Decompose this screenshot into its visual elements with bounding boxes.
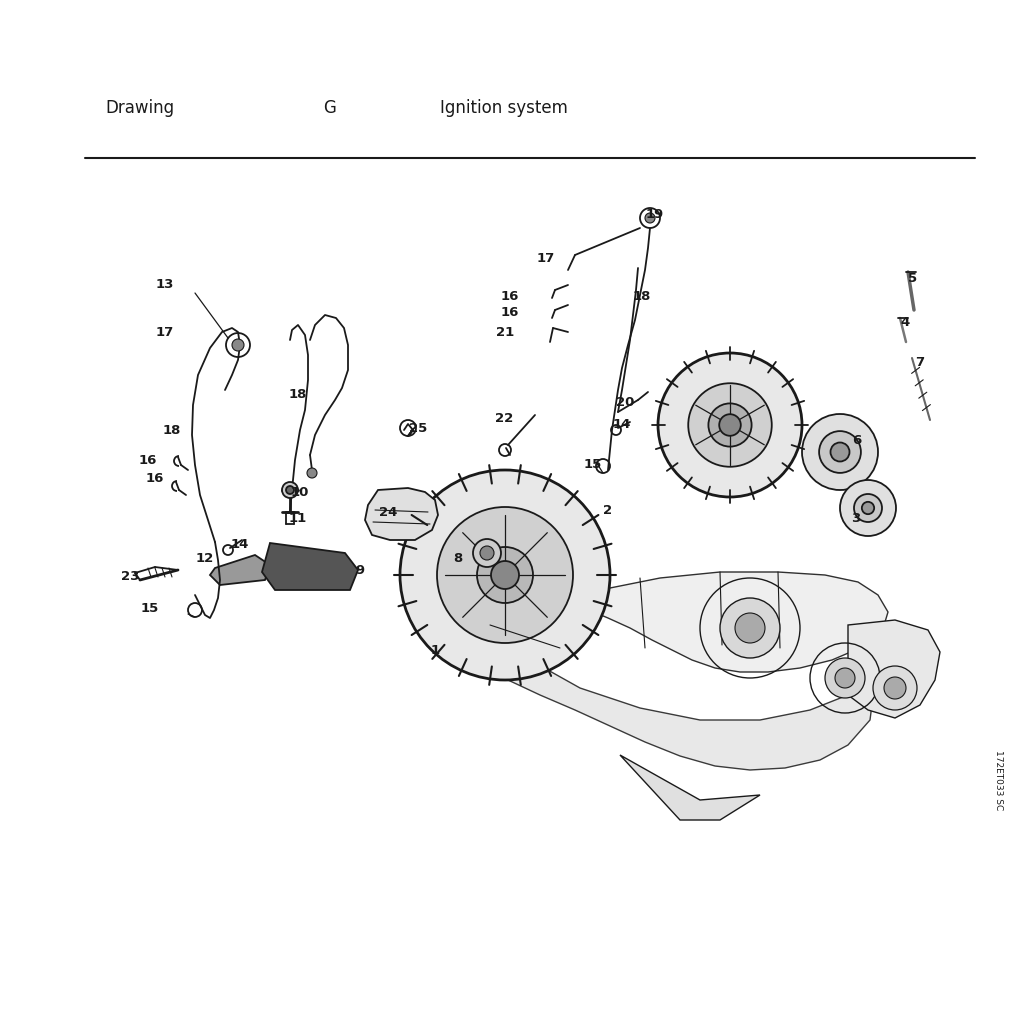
Text: 12: 12: [196, 552, 214, 564]
Text: Drawing: Drawing: [105, 99, 174, 117]
Polygon shape: [490, 625, 878, 770]
Circle shape: [825, 658, 865, 698]
Text: 10: 10: [291, 485, 309, 499]
Circle shape: [835, 668, 855, 688]
Text: 20: 20: [615, 395, 634, 409]
Text: 17: 17: [156, 326, 174, 339]
Text: 18: 18: [163, 424, 181, 436]
Text: 22: 22: [495, 412, 513, 425]
Circle shape: [688, 383, 772, 467]
Text: 14: 14: [230, 539, 249, 552]
Circle shape: [884, 677, 906, 699]
Text: 17: 17: [537, 252, 555, 264]
Polygon shape: [365, 488, 438, 540]
Text: 18: 18: [633, 290, 651, 302]
Circle shape: [232, 339, 244, 351]
Text: G: G: [324, 99, 337, 117]
Circle shape: [802, 414, 878, 490]
Text: 21: 21: [496, 326, 514, 339]
Text: 11: 11: [289, 512, 307, 524]
Text: 15: 15: [141, 601, 159, 614]
Circle shape: [873, 666, 918, 710]
Text: 1: 1: [430, 643, 439, 656]
Circle shape: [480, 546, 494, 560]
Text: 15: 15: [584, 458, 602, 470]
Circle shape: [477, 547, 534, 603]
Text: 8: 8: [454, 552, 463, 564]
Text: 9: 9: [355, 563, 365, 577]
Circle shape: [720, 598, 780, 658]
Text: 6: 6: [852, 433, 861, 446]
Circle shape: [282, 482, 298, 498]
Circle shape: [307, 468, 317, 478]
Circle shape: [854, 494, 882, 522]
Text: Ignition system: Ignition system: [440, 99, 568, 117]
Text: 172ET033 SC: 172ET033 SC: [993, 750, 1002, 810]
Text: 23: 23: [121, 569, 139, 583]
Text: 7: 7: [915, 355, 925, 369]
Text: 16: 16: [501, 305, 519, 318]
Text: 5: 5: [908, 271, 918, 285]
Text: 18: 18: [289, 388, 307, 401]
Text: 25: 25: [409, 422, 427, 434]
Polygon shape: [848, 620, 940, 718]
Circle shape: [830, 442, 850, 462]
Text: 16: 16: [145, 471, 164, 484]
Text: 3: 3: [851, 512, 860, 524]
Polygon shape: [620, 755, 760, 820]
Circle shape: [400, 470, 610, 680]
Circle shape: [473, 539, 501, 567]
Text: 19: 19: [646, 209, 665, 221]
Circle shape: [437, 507, 573, 643]
Circle shape: [490, 561, 519, 589]
Text: 14: 14: [612, 418, 631, 430]
Text: 4: 4: [900, 315, 909, 329]
Circle shape: [735, 613, 765, 643]
Text: 2: 2: [603, 504, 612, 516]
Circle shape: [719, 414, 740, 436]
Text: 24: 24: [379, 506, 397, 518]
Polygon shape: [478, 572, 888, 672]
Text: 16: 16: [501, 290, 519, 302]
Circle shape: [645, 213, 655, 223]
Circle shape: [286, 486, 294, 494]
Text: 13: 13: [156, 279, 174, 292]
Text: 16: 16: [139, 454, 158, 467]
Circle shape: [709, 403, 752, 446]
Circle shape: [862, 502, 874, 514]
Circle shape: [819, 431, 861, 473]
Circle shape: [658, 353, 802, 497]
Polygon shape: [262, 543, 358, 590]
Polygon shape: [210, 555, 270, 585]
Circle shape: [840, 480, 896, 536]
